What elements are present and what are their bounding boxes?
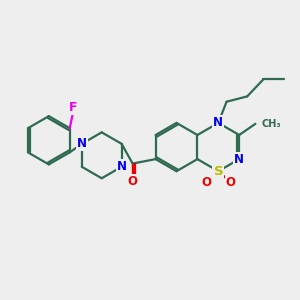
Text: N: N xyxy=(77,137,87,150)
Text: F: F xyxy=(69,100,77,113)
Text: N: N xyxy=(117,160,127,173)
Text: N: N xyxy=(213,116,223,129)
Text: O: O xyxy=(201,176,211,189)
Text: N: N xyxy=(234,153,244,166)
Text: O: O xyxy=(128,175,138,188)
Text: CH₃: CH₃ xyxy=(262,119,281,129)
Text: S: S xyxy=(214,165,223,178)
Text: O: O xyxy=(226,176,236,189)
